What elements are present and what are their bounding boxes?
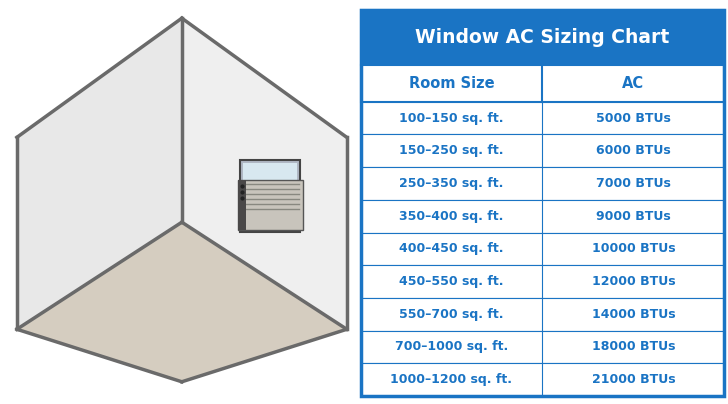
Text: 12000 BTUs: 12000 BTUs — [592, 275, 675, 288]
Text: Window AC Sizing Chart: Window AC Sizing Chart — [415, 28, 670, 47]
Polygon shape — [182, 18, 347, 329]
Polygon shape — [238, 180, 303, 230]
FancyBboxPatch shape — [360, 200, 724, 233]
FancyBboxPatch shape — [360, 135, 724, 167]
FancyBboxPatch shape — [360, 65, 724, 102]
Polygon shape — [243, 163, 297, 180]
Text: 700–1000 sq. ft.: 700–1000 sq. ft. — [395, 341, 508, 354]
Text: 14000 BTUs: 14000 BTUs — [592, 308, 675, 321]
Text: 100–150 sq. ft.: 100–150 sq. ft. — [399, 112, 504, 125]
Polygon shape — [238, 180, 246, 230]
FancyBboxPatch shape — [360, 233, 724, 265]
Text: 350–400 sq. ft.: 350–400 sq. ft. — [400, 210, 504, 223]
FancyBboxPatch shape — [360, 10, 724, 65]
Text: 250–350 sq. ft.: 250–350 sq. ft. — [400, 177, 504, 190]
Text: 5000 BTUs: 5000 BTUs — [596, 112, 670, 125]
Text: 150–250 sq. ft.: 150–250 sq. ft. — [399, 144, 504, 157]
Text: Room Size: Room Size — [408, 76, 494, 91]
Text: 6000 BTUs: 6000 BTUs — [596, 144, 670, 157]
Polygon shape — [240, 160, 300, 232]
FancyBboxPatch shape — [360, 167, 724, 200]
Polygon shape — [17, 18, 182, 329]
Text: 1000–1200 sq. ft.: 1000–1200 sq. ft. — [390, 373, 513, 386]
Text: AC: AC — [622, 76, 644, 91]
Text: 450–550 sq. ft.: 450–550 sq. ft. — [399, 275, 504, 288]
FancyBboxPatch shape — [360, 265, 724, 298]
Text: 10000 BTUs: 10000 BTUs — [592, 242, 675, 255]
FancyBboxPatch shape — [360, 330, 724, 363]
Text: 9000 BTUs: 9000 BTUs — [596, 210, 670, 223]
FancyBboxPatch shape — [360, 102, 724, 135]
Text: 18000 BTUs: 18000 BTUs — [592, 341, 675, 354]
FancyBboxPatch shape — [360, 298, 724, 330]
Text: 400–450 sq. ft.: 400–450 sq. ft. — [399, 242, 504, 255]
Text: 550–700 sq. ft.: 550–700 sq. ft. — [399, 308, 504, 321]
Polygon shape — [17, 222, 347, 382]
Text: 7000 BTUs: 7000 BTUs — [596, 177, 670, 190]
FancyBboxPatch shape — [360, 363, 724, 396]
Text: 21000 BTUs: 21000 BTUs — [592, 373, 675, 386]
